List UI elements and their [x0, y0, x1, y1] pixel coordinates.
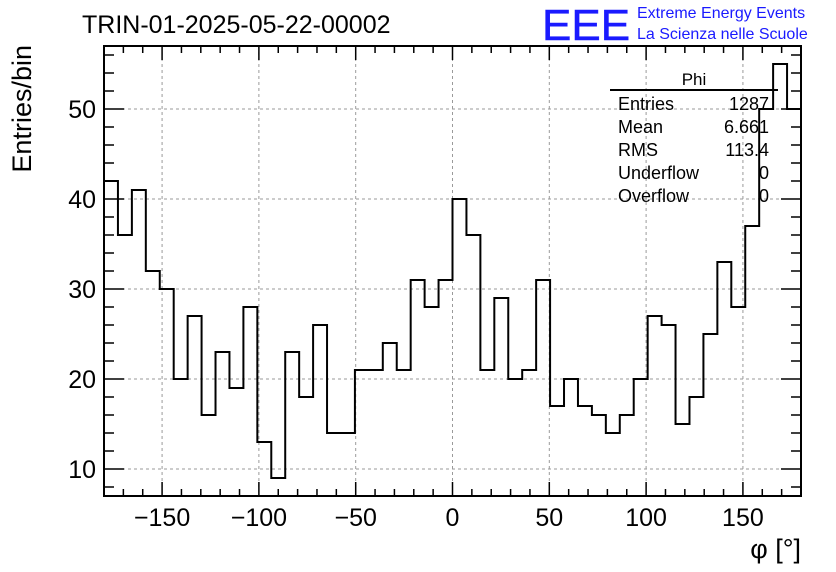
histogram-bin	[383, 343, 397, 496]
histogram-bin	[243, 307, 257, 496]
stats-value: 0	[759, 186, 769, 206]
x-tick-label: 0	[446, 504, 460, 532]
grid-lines	[104, 46, 801, 496]
stats-label: Overflow	[618, 186, 690, 206]
y-tick-labels: 10 20 30 40 50	[68, 96, 96, 484]
histogram-bin	[606, 433, 620, 496]
histogram-bin	[550, 406, 564, 496]
y-tick-label: 50	[68, 96, 96, 124]
histogram-bin	[299, 397, 313, 496]
stats-label: Entries	[618, 94, 674, 114]
histogram-bin	[355, 370, 369, 496]
stats-label: Mean	[618, 117, 663, 137]
histogram-bin	[229, 388, 243, 496]
x-tick-label: 50	[535, 504, 563, 532]
histogram-bin	[160, 289, 174, 496]
histogram-bin	[787, 109, 801, 496]
histogram-bin	[118, 235, 132, 496]
x-tick-labels: −150 −100 −50 0 50 100 150	[134, 504, 764, 532]
histogram-bin	[104, 181, 118, 496]
histogram-bin	[313, 325, 327, 496]
histogram-bin	[285, 352, 299, 496]
histogram-bin	[216, 352, 230, 496]
histogram-bin	[717, 262, 731, 496]
histogram-bin	[369, 370, 383, 496]
histogram-bin	[466, 235, 480, 496]
eee-logo: EEE	[542, 1, 630, 50]
histogram-bin	[522, 370, 536, 496]
y-tick-label: 30	[68, 276, 96, 304]
x-tick-label: 150	[722, 504, 764, 532]
histogram-line	[104, 63, 801, 479]
histogram-bin	[634, 379, 648, 496]
x-tick-label: −50	[334, 504, 376, 532]
stats-title: Phi	[682, 70, 707, 89]
histogram-bin	[508, 379, 522, 496]
logo-line-2: La Scienza nelle Scuole	[637, 26, 808, 43]
histogram-bin	[439, 280, 453, 496]
y-tick-label: 10	[68, 456, 96, 484]
stats-box: Phi Entries 1287 Mean 6.661 RMS 113.4 Underflo…	[610, 70, 778, 206]
x-tick-label: −100	[231, 504, 287, 532]
histogram-bin	[480, 370, 494, 496]
y-axis-label: Entries/bin	[7, 45, 37, 173]
histogram-bin	[536, 280, 550, 496]
histogram-bin	[425, 307, 439, 496]
histogram-bin	[494, 298, 508, 496]
histogram-bin	[341, 433, 355, 496]
stats-value: 6.661	[724, 117, 769, 137]
histogram-bin	[662, 325, 676, 496]
axis-ticks	[103, 46, 802, 496]
y-tick-label: 20	[68, 366, 96, 394]
histogram-bin	[676, 424, 690, 496]
stats-value: 0	[759, 163, 769, 183]
histogram-bin	[411, 280, 425, 496]
histogram-bin	[327, 433, 341, 496]
stats-value: 1287	[729, 94, 769, 114]
histogram-bin	[453, 199, 467, 496]
x-tick-label: 100	[625, 504, 667, 532]
histogram-bin	[174, 379, 188, 496]
histogram-bin	[578, 406, 592, 496]
histogram-bin	[773, 64, 787, 496]
x-axis-label: φ [°]	[750, 534, 801, 564]
histogram-bin	[202, 415, 216, 496]
histogram-bin	[592, 415, 606, 496]
histogram-bin	[689, 397, 703, 496]
histogram-bin	[564, 379, 578, 496]
logo-line-1: Extreme Energy Events	[637, 5, 805, 22]
histogram-bin	[132, 190, 146, 496]
histogram-bin	[146, 271, 160, 496]
stats-label: Underflow	[618, 163, 700, 183]
histogram-bars	[104, 63, 801, 496]
histogram-bin	[188, 316, 202, 496]
histogram-bin	[731, 307, 745, 496]
chart-title: TRIN-01-2025-05-22-00002	[82, 11, 391, 39]
histogram-bin	[745, 226, 759, 496]
x-tick-label: −150	[134, 504, 190, 532]
stats-label: RMS	[618, 140, 658, 160]
stats-value: 113.4	[725, 140, 769, 160]
y-tick-label: 40	[68, 186, 96, 214]
histogram-bin	[648, 316, 662, 496]
histogram-bin	[620, 415, 634, 496]
histogram-bin	[703, 334, 717, 496]
histogram-bin	[397, 370, 411, 496]
